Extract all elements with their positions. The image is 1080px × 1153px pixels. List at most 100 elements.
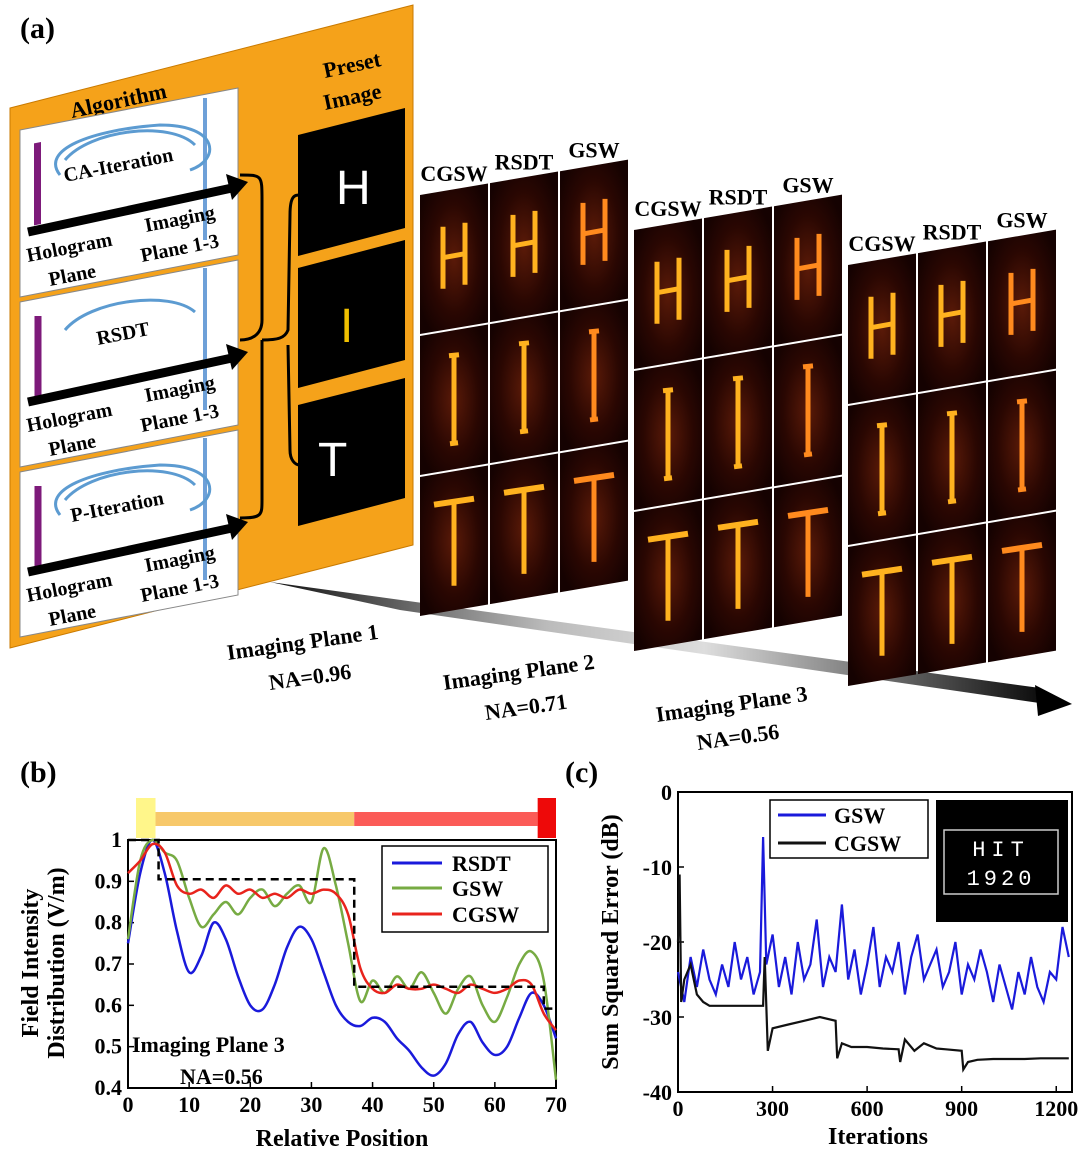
beam-arrow-head [1035, 685, 1072, 716]
reconstruction-cell [490, 171, 558, 323]
iteration-cycle-icon [54, 123, 212, 176]
algorithm-block-1: CA-Iteration Hologram Plane Imaging Plan… [19, 87, 248, 298]
y-tick-label: 0.6 [95, 992, 123, 1017]
y-tick-label: -30 [643, 1005, 672, 1030]
x-tick-label: 60 [484, 1092, 506, 1117]
algorithm-block-2: RSDT Hologram Plane Imaging Plane 1-3 [19, 259, 248, 468]
x-tick-label: 0 [673, 1096, 684, 1121]
y-tick-label: 0.4 [95, 1075, 123, 1100]
plot-b-annotation-1: Imaging Plane 3 [132, 1032, 285, 1057]
reconstruction-cell [704, 206, 772, 358]
y-tick-label: 0.8 [95, 910, 123, 935]
method-header-gsw: GSW [782, 172, 833, 197]
preset-image-t: T [298, 378, 405, 526]
inset-text-1: HIT [972, 838, 1030, 863]
legend-gsw-c: GSW [834, 803, 885, 828]
legend-rsdt: RSDT [452, 851, 511, 876]
preset-image-i: I [298, 240, 405, 388]
reconstruction-cell [848, 394, 916, 545]
reconstruction-cell [560, 441, 628, 593]
x-tick-label: 70 [545, 1092, 567, 1117]
y-tick-label: 0.7 [95, 951, 123, 976]
algorithm-block-3: P-Iteration Hologram Plane Imaging Plane… [19, 429, 248, 638]
panel-label-a: (a) [20, 12, 55, 45]
x-tick-label: 600 [851, 1096, 884, 1121]
reconstruction-cell [704, 488, 772, 640]
y-tick-label: 1 [111, 827, 122, 852]
plot-b-legend: RSDT GSW CGSW [381, 845, 549, 933]
legend-cgsw-c: CGSW [834, 831, 901, 856]
propagation-arrow-icon [27, 353, 233, 407]
reconstruction-cell [420, 324, 488, 475]
hologram-bar-icon [34, 142, 41, 226]
reconstruction-cell [774, 194, 842, 346]
reconstruction-cell [774, 476, 842, 628]
plane-3-na: NA=0.56 [695, 719, 780, 755]
reconstruction-cell [918, 241, 986, 393]
arc-arrow-icon [63, 298, 196, 331]
preset-letter-i: I [340, 300, 353, 353]
method-header-gsw: GSW [568, 137, 619, 162]
color-bar [136, 798, 556, 838]
plane-2-na: NA=0.71 [483, 689, 568, 725]
propagation-arrow-icon [27, 183, 233, 237]
color-bar-segment [537, 798, 556, 838]
color-bar-segment [155, 812, 355, 826]
reconstruction-cell [420, 183, 488, 334]
preset-letter-t: T [318, 434, 347, 487]
imaging-plane-grids: CGSW RSDT GSW CGSW RSDT GSW CGSW RSDT GSW [420, 137, 1056, 686]
plot-b-ticks: 0 10 20 30 40 50 60 70 0.4 0.5 0.6 0.7 0.8 0.9 1 [95, 827, 568, 1117]
x-tick-label: 30 [300, 1092, 322, 1117]
reconstruction-cell [774, 335, 842, 487]
reconstruction-cell [704, 347, 772, 499]
method-header-gsw: GSW [996, 207, 1047, 232]
plot-c-series [676, 836, 1070, 1073]
reconstruction-cell [490, 312, 558, 464]
reconstruction-cell [634, 218, 702, 369]
preset-letter-h: H [336, 162, 371, 215]
inset-text-2: 1920 [967, 867, 1036, 892]
x-tick-label: 10 [178, 1092, 200, 1117]
y-tick-label: -10 [643, 855, 672, 880]
plane-1-label: Imaging Plane 1 [225, 619, 380, 665]
x-tick-label: 40 [362, 1092, 384, 1117]
x-tick-label: 1200 [1034, 1096, 1078, 1121]
y-tick-label: 0 [661, 780, 672, 805]
reconstruction-cell [918, 523, 986, 675]
reconstruction-cell [560, 300, 628, 452]
panel-label-c: (c) [565, 756, 598, 789]
propagation-arrow-icon [27, 523, 233, 577]
series-cgsw [127, 842, 558, 1031]
panel-label-b: (b) [20, 756, 57, 789]
method-header-rsdt: RSDT [923, 219, 982, 244]
reconstruction-cell [918, 382, 986, 534]
x-tick-label: 50 [423, 1092, 445, 1117]
preset-image-h: H [298, 108, 405, 256]
series-target [128, 838, 556, 1010]
reconstruction-cell [634, 359, 702, 510]
plane-2-label: Imaging Plane 2 [441, 649, 596, 695]
y-tick-label: -40 [643, 1080, 672, 1105]
series-cgsw [676, 874, 1069, 1073]
plot-b-annotation-2: NA=0.56 [180, 1064, 263, 1089]
y-tick-label: -20 [643, 930, 672, 955]
plot-b-series [126, 838, 558, 1080]
iteration-cycle-icon [54, 463, 212, 516]
reconstruction-cell [490, 453, 558, 605]
plot-c-xlabel: Iterations [828, 1124, 928, 1150]
color-bar-segment [136, 798, 156, 838]
imaging-plane-2-grid: CGSW RSDT GSW [634, 172, 842, 651]
method-header-rsdt: RSDT [495, 149, 554, 174]
method-header-cgsw: CGSW [634, 196, 701, 221]
reconstruction-cell [634, 500, 702, 651]
panel-b: (b) 0 10 20 30 40 50 60 70 0.4 0.5 0.6 0.7 0.8 0.9 1 R… [18, 756, 567, 1152]
x-tick-label: 300 [756, 1096, 789, 1121]
brace-connector [239, 173, 301, 520]
imaging-plane-3-grid: CGSW RSDT GSW [848, 207, 1056, 686]
reconstruction-cell [420, 465, 488, 616]
x-tick-label: 900 [945, 1096, 978, 1121]
reconstruction-cell [848, 535, 916, 686]
plane-3-label: Imaging Plane 3 [654, 681, 809, 727]
y-tick-label: 0.5 [95, 1034, 123, 1059]
reconstruction-cell [988, 370, 1056, 522]
